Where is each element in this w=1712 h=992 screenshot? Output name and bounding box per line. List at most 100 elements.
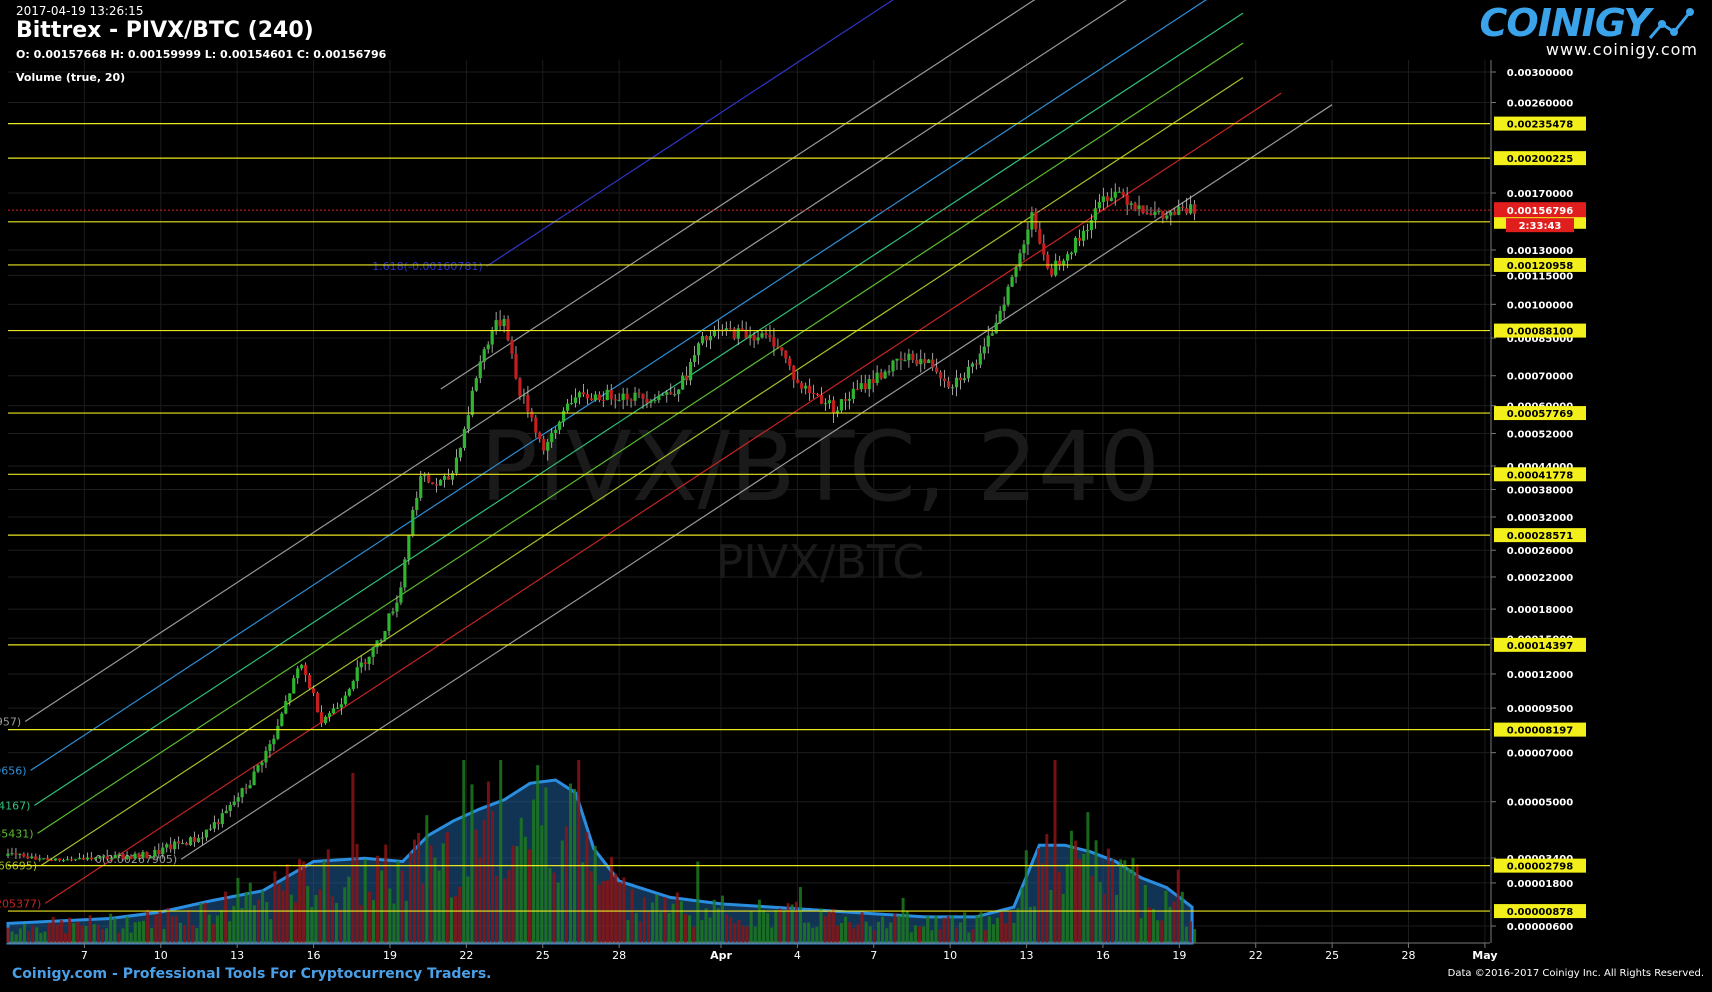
volume-bar <box>158 909 162 943</box>
fib-channel: 1.618(-0.00160781) 1(0.00002957) 0.786(0.0… <box>0 0 1333 910</box>
x-tick-label: 28 <box>1402 949 1416 962</box>
volume-bar <box>1049 890 1053 943</box>
volume-bar <box>729 916 733 943</box>
fib-line <box>486 0 894 267</box>
candle <box>581 392 586 395</box>
volume-bar <box>269 919 273 943</box>
x-tick-label: 7 <box>81 949 88 962</box>
candle <box>732 328 736 339</box>
y-axis: 0.00300000 0.00260000 0.00170000 0.00130000… <box>1490 60 1712 943</box>
candle <box>165 844 169 848</box>
candle <box>1145 212 1149 214</box>
volume-bar <box>137 921 141 943</box>
volume-bar <box>704 908 708 943</box>
candle <box>419 476 423 498</box>
candle <box>315 693 320 713</box>
candle <box>677 389 681 395</box>
candle <box>161 847 165 855</box>
volume-bar <box>885 928 889 943</box>
volume-bar <box>1037 848 1041 943</box>
candle <box>939 372 943 379</box>
volume-bar <box>527 849 531 943</box>
candle <box>958 377 963 381</box>
volume-bar <box>178 922 182 943</box>
volume-bar <box>1110 859 1114 943</box>
candle <box>800 383 804 389</box>
volume-bar <box>536 765 540 943</box>
x-tick-label: 22 <box>1249 949 1263 962</box>
candle <box>601 400 605 402</box>
volume-bar <box>872 929 876 943</box>
volume-bar <box>76 921 80 943</box>
candle <box>899 358 903 361</box>
candle <box>188 837 193 846</box>
volume-bar <box>343 887 347 943</box>
volume-bar <box>1000 911 1004 943</box>
volume-bar <box>954 927 958 943</box>
candle <box>1133 203 1137 210</box>
volume-bar <box>27 931 31 943</box>
volume-bar <box>449 897 453 943</box>
volume-bar <box>170 916 174 943</box>
candle <box>950 387 955 389</box>
volume-bar <box>712 899 716 943</box>
candle <box>942 378 947 382</box>
volume-bar <box>597 884 601 943</box>
volume-bar <box>470 784 474 943</box>
candle <box>569 403 574 405</box>
volume-bar <box>330 896 334 943</box>
candle <box>617 399 621 401</box>
level-badge-label: 0.00120958 <box>1507 261 1573 272</box>
volume-bar <box>950 915 954 943</box>
volume-bar <box>708 917 712 943</box>
volume-bar <box>445 832 449 943</box>
volume-bar <box>310 906 314 943</box>
volume-bar <box>491 810 495 943</box>
volume-bar <box>856 924 860 943</box>
volume-bar <box>560 840 564 943</box>
volume-bar <box>466 876 470 943</box>
candle <box>966 366 971 379</box>
volume-bars <box>6 760 1197 943</box>
y-tick-label: 0.00085000 <box>1507 334 1573 345</box>
volume-bar <box>663 897 667 943</box>
level-badge-label: 0.00088100 <box>1507 327 1573 338</box>
candle <box>192 837 197 842</box>
volume-bar <box>367 891 371 943</box>
volume-bar <box>1024 850 1028 943</box>
volume-bar <box>716 908 720 943</box>
volume-bar <box>265 902 269 943</box>
volume-bar <box>934 915 938 943</box>
volume-bar <box>285 864 289 943</box>
candle <box>1089 220 1094 231</box>
volume-bar <box>1115 894 1119 943</box>
volume-bar <box>844 916 848 943</box>
candle <box>1010 276 1014 287</box>
volume-bar <box>289 894 293 943</box>
candle <box>18 853 22 855</box>
chart-nodes-icon <box>1648 8 1694 39</box>
candle <box>1165 215 1169 219</box>
volume-indicator-label[interactable]: Volume (true, 20) <box>16 71 126 84</box>
candle <box>1129 203 1133 205</box>
volume-bar <box>1090 876 1094 943</box>
volume-bar <box>121 928 125 943</box>
y-tick-label: 0.00022000 <box>1507 573 1573 584</box>
volume-bar <box>412 839 416 943</box>
candle <box>831 400 836 414</box>
volume-bar <box>683 914 687 943</box>
volume-bar <box>959 922 963 943</box>
candle <box>157 849 161 855</box>
volume-bar <box>384 844 388 943</box>
footer-tagline[interactable]: Coinigy.com - Professional Tools For Cry… <box>12 966 492 982</box>
level-badge <box>1494 722 1586 737</box>
candle <box>169 844 173 850</box>
candle <box>252 771 256 786</box>
candle <box>208 828 212 830</box>
candle <box>962 378 967 381</box>
y-tick-label: 0.00007000 <box>1507 749 1573 760</box>
volume-bar <box>548 867 552 943</box>
volume-bar <box>232 905 236 943</box>
candle <box>280 713 284 726</box>
